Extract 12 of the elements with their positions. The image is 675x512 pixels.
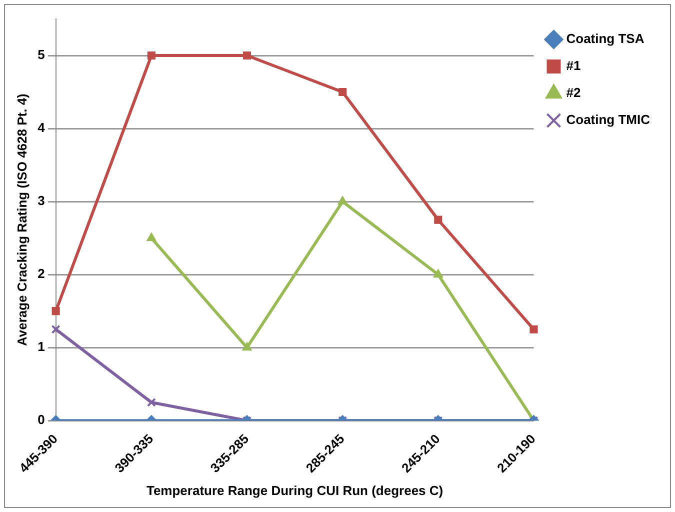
y-tick-label: 0 <box>38 412 45 428</box>
legend-label: #1 <box>566 58 581 74</box>
legend-label: Coating TMIC <box>566 112 651 128</box>
y-tick-label: 4 <box>38 120 46 136</box>
legend-label: #2 <box>566 85 581 100</box>
y-tick-label: 2 <box>38 266 45 282</box>
x-axis-title: Temperature Range During CUI Run (degrees C) <box>146 482 444 498</box>
y-tick-label: 1 <box>38 339 45 354</box>
legend-label: Coating TSA <box>566 31 645 46</box>
y-tick-label: 5 <box>38 47 45 62</box>
y-tick-label: 3 <box>38 193 45 208</box>
y-axis-title: Average Cracking Rating (ISO 4628 Pt. 4) <box>14 94 30 346</box>
